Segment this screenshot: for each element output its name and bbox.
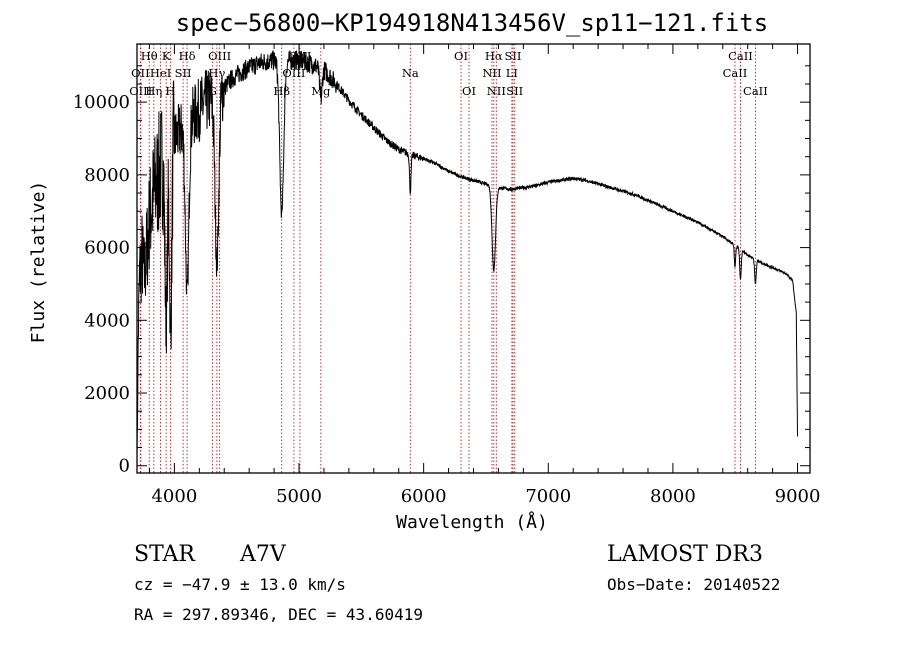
line-marker-label: HeI: [150, 66, 171, 80]
line-marker-label: NII: [487, 84, 506, 98]
line-marker-label: Hη: [145, 84, 162, 98]
line-marker-label: CaII: [723, 66, 748, 80]
line-marker-label: H: [165, 84, 175, 98]
y-axis-label: Flux (relative): [28, 181, 49, 344]
line-marker-label: SII: [505, 49, 522, 63]
line-marker-label: CaII: [743, 84, 768, 98]
line-marker-label: CaII: [728, 49, 753, 63]
x-tick-label: 6000: [401, 486, 447, 507]
obs-date-text: Obs−Date: 20140522: [607, 575, 780, 594]
line-marker-label: Na: [402, 66, 419, 80]
x-tick-label: 5000: [276, 486, 322, 507]
line-marker-label: SII: [175, 66, 192, 80]
x-tick-label: 8000: [650, 486, 696, 507]
line-marker-label: K: [162, 49, 171, 63]
line-marker-label: G: [208, 84, 217, 98]
line-marker-label: OIII: [208, 49, 231, 63]
object-class: STAR: [134, 542, 196, 567]
line-marker-label: OIII: [282, 66, 305, 80]
y-tick-label: 6000: [84, 238, 130, 259]
y-tick-label: 10000: [73, 92, 130, 113]
x-tick-label: 4000: [151, 486, 197, 507]
x-axis-ticks: 4000 5000 6000 7000 8000 9000: [148, 44, 821, 507]
line-marker-label: OI: [462, 84, 476, 98]
plot-frame: [136, 43, 811, 474]
line-marker-label: Hα: [485, 49, 503, 63]
line-marker-label: NII: [482, 66, 501, 80]
y-tick-label: 4000: [84, 310, 130, 331]
coordinates-text: RA = 297.89346, DEC = 43.60419: [134, 605, 423, 624]
y-tick-label: 0: [119, 456, 130, 477]
spectrum-line: [136, 50, 798, 461]
line-marker-label: LI: [506, 66, 518, 80]
line-marker-label: Hβ: [273, 84, 290, 98]
chart-title: spec−56800−KP194918N413456V_sp11−121.fit…: [176, 9, 768, 37]
line-marker-label: SII: [506, 84, 523, 98]
y-tick-label: 8000: [84, 165, 130, 186]
y-axis-ticks: 0 2000 4000 6000 8000 10000: [73, 65, 810, 477]
line-marker-label: Hδ: [179, 49, 196, 63]
redshift-text: cz = −47.9 ± 13.0 km/s: [134, 575, 346, 594]
y-tick-label: 2000: [84, 383, 130, 404]
line-marker-label: OIII: [129, 84, 152, 98]
x-tick-label: 7000: [525, 486, 571, 507]
survey-name: LAMOST DR3: [607, 542, 763, 567]
spectrum-series: [136, 50, 798, 461]
line-marker-label: OI: [454, 49, 468, 63]
x-tick-label: 9000: [775, 486, 821, 507]
x-axis-label: Wavelength (Å): [396, 511, 548, 533]
spectral-subclass: A7V: [239, 542, 287, 567]
line-marker-label: Hθ: [141, 49, 158, 63]
line-marker-label: Mg: [311, 84, 331, 98]
